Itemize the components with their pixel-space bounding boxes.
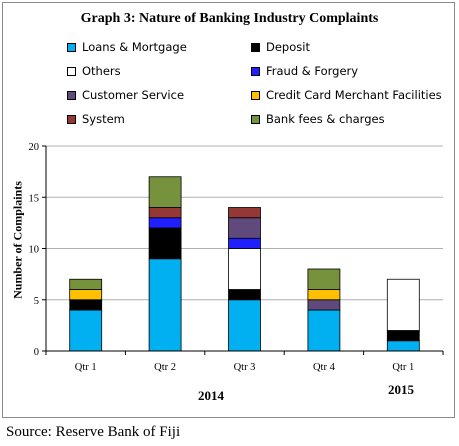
legend-label: System [82,112,125,126]
bar-segment [386,330,420,342]
bar-segment [228,217,261,239]
bar-segment [228,299,261,352]
bar-segment [69,289,103,301]
x-tick-label: Qtr 3 [234,362,256,373]
chart-plot: 0 5 10 15 20 Qtr 1 Qtr 2 Qtr 3 Qtr 4 Qtr 1 [29,142,444,373]
bar-segment [148,176,182,208]
legend-label: Loans & Mortgage [82,40,187,54]
bar-segment [307,299,341,311]
x-tick-label: Qtr 2 [154,362,176,373]
bar-segment [307,289,341,301]
bar-segment [228,248,261,290]
legend-swatch [67,66,76,76]
y-tick-label: 5 [34,296,39,307]
bar-segment [386,340,420,352]
year-label-2015: 2015 [388,382,414,397]
legend-label: Deposit [266,40,310,54]
bar-segment [69,309,103,352]
legend-label: Customer Service [82,88,185,102]
legend-swatch [251,90,260,100]
legend-item-5: Customer Service [67,88,184,102]
y-tick-label: 0 [34,347,39,358]
legend-swatch [67,114,76,124]
bar-segment [148,207,182,219]
legend-label: Fraud & Forgery [266,64,359,78]
bar-segment [228,289,261,301]
x-tick-label: Qtr 1 [75,362,97,373]
source-note: Source: Reserve Bank of Fiji [6,424,181,440]
legend-label: Others [82,64,121,78]
legend-item-2: Deposit [251,40,310,54]
y-tick-label: 10 [29,245,40,256]
legend-item-7: System [67,112,125,126]
legend-swatch [251,66,260,76]
bar-segment [69,299,103,311]
x-tick-label: Qtr 4 [313,362,336,373]
legend-swatch [67,42,76,52]
legend-label: Credit Card Merchant Facilities [266,88,442,102]
legend-swatch [251,114,260,124]
x-tick-label: Qtr 1 [392,362,414,373]
y-tick-label: 15 [29,193,40,204]
legend-item-6: Credit Card Merchant Facilities [251,88,442,102]
legend-item-4: Fraud & Forgery [251,64,358,78]
bar-segment [386,278,420,331]
bar-segment [307,268,341,290]
legend-item-1: Loans & Mortgage [67,40,187,54]
bar-segment [148,217,182,229]
legend-label: Bank fees & charges [266,112,385,126]
year-label-2014: 2014 [198,388,224,403]
legend-swatch [67,90,76,100]
bar-segment [228,207,261,219]
legend-swatch [251,42,260,52]
y-tick-label: 20 [29,142,40,153]
bar-segment [148,258,182,352]
chart-title: Graph 3: Nature of Banking Industry Comp… [80,11,379,26]
bar-segment [228,237,261,249]
legend-item-3: Others [67,64,121,78]
bar-segment [307,309,341,352]
legend-item-8: Bank fees & charges [251,112,385,126]
bar-segment [148,227,182,260]
bar-segment [69,278,103,290]
